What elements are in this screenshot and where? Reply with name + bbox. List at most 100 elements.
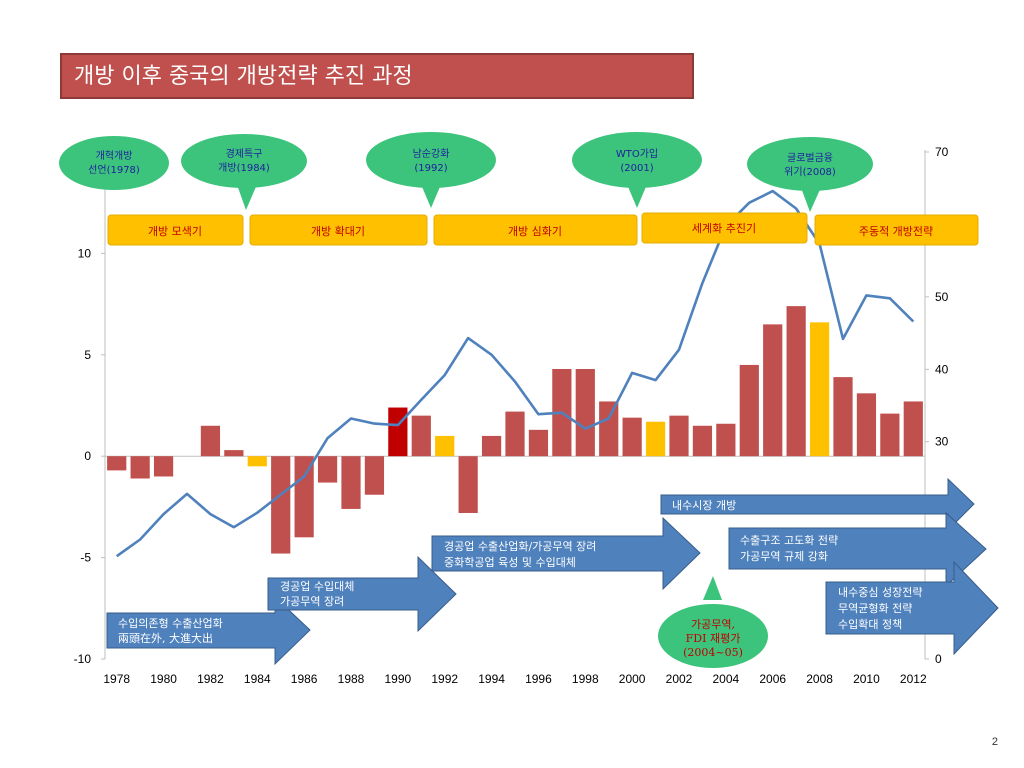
x-tick-label: 2000 <box>619 672 646 686</box>
tick-labels: -10-505101503040507019781980198219841986… <box>74 145 949 686</box>
x-tick-label: 2010 <box>853 672 880 686</box>
fdi-reassessment-bubble: 가공무역, FDI 재평가 (2004~05) <box>658 576 768 668</box>
policy-arrow-2: 경공업 수입대체 가공무역 장려 <box>267 555 457 633</box>
event-bubble-1978: 개혁개방 선언(1978) <box>59 136 169 190</box>
bar-1987 <box>317 456 338 483</box>
x-tick-label: 2012 <box>900 672 927 686</box>
x-tick-label: 1990 <box>385 672 412 686</box>
policy-arrow-6-line1: 내수중심 성장전략 <box>838 586 922 599</box>
event-bubble-1992: 남순강화 (1992) <box>366 132 496 208</box>
fdi-line1: 가공무역, <box>691 618 735 631</box>
x-tick-label: 1996 <box>525 672 552 686</box>
event-2001-line1: WTO가입 <box>616 147 658 160</box>
bar-2002 <box>669 415 689 457</box>
bar-2005 <box>739 364 759 457</box>
x-tick-label: 1992 <box>431 672 458 686</box>
bar-1980 <box>153 456 174 477</box>
period-3-label: 개방 심화기 <box>508 225 562 238</box>
x-tick-label: 1988 <box>338 672 365 686</box>
bar-1991 <box>411 415 431 457</box>
period-4-label: 세계화 추진기 <box>692 222 756 235</box>
policy-arrow-6-line2: 무역균형화 전략 <box>838 602 912 615</box>
bar-1990 <box>388 407 408 457</box>
policy-arrow-3: 경공업 수출산업화/가공무역 장려 중화학공업 육성 및 수입대체 <box>431 516 701 591</box>
line-series-path <box>115 189 915 558</box>
period-box-3: 개방 심화기 <box>433 214 638 246</box>
policy-arrow-1-line2: 兩頭在外, 大進大出 <box>118 631 213 645</box>
period-1-label: 개방 모색기 <box>148 225 202 238</box>
bar-1995 <box>505 411 525 457</box>
bar-2001 <box>645 421 666 457</box>
page-number: 2 <box>991 736 998 748</box>
event-1984-line1: 경제특구 <box>226 147 263 160</box>
fdi-line3: (2004~05) <box>683 646 743 659</box>
left-tick-label: -5 <box>80 551 91 565</box>
slide-title: 개방 이후 중국의 개방전략 추진 과정 <box>60 53 694 99</box>
left-tick-label: 10 <box>78 246 92 260</box>
bar-1986 <box>294 456 314 538</box>
x-tick-label: 2004 <box>713 672 740 686</box>
period-box-2: 개방 확대기 <box>249 214 428 246</box>
policy-arrow-5: 수출구조 고도화 전략 가공무역 규제 강화 <box>728 511 987 588</box>
bar-1988 <box>341 456 361 509</box>
bar-1978 <box>107 456 127 471</box>
bar-1994 <box>481 435 502 457</box>
x-tick-label: 1998 <box>572 672 599 686</box>
bar-1979 <box>130 456 150 479</box>
trade-balance-bars <box>107 306 923 554</box>
left-tick-label: 5 <box>84 348 91 362</box>
period-box-1: 개방 모색기 <box>107 214 244 246</box>
bar-1999 <box>599 401 619 457</box>
x-tick-label: 1994 <box>478 672 505 686</box>
policy-arrow-5-line2: 가공무역 규제 강화 <box>740 550 828 563</box>
bar-2007 <box>786 306 806 457</box>
trade-dependence-line <box>115 189 915 558</box>
policy-arrow-3-line1: 경공업 수출산업화/가공무역 장려 <box>444 540 596 553</box>
event-2001-line2: (2001) <box>620 163 653 174</box>
right-tick-label: 70 <box>935 145 949 159</box>
bar-2006 <box>763 324 783 457</box>
x-tick-label: 1984 <box>244 672 271 686</box>
x-tick-label: 2006 <box>759 672 786 686</box>
bar-1996 <box>528 429 549 457</box>
period-2-label: 개방 확대기 <box>311 225 365 238</box>
event-bubble-2008: 글로벌금융 위기(2008) <box>747 137 873 212</box>
bar-2003 <box>692 425 713 457</box>
x-tick-label: 2002 <box>666 672 693 686</box>
left-tick-label: -10 <box>74 652 92 666</box>
event-bubble-1984: 경제특구 개방(1984) <box>181 134 307 210</box>
bar-1992 <box>435 435 455 457</box>
right-tick-label: 50 <box>935 290 949 304</box>
bar-1982 <box>200 425 221 457</box>
bar-2004 <box>716 423 736 457</box>
right-tick-label: 0 <box>935 652 942 666</box>
left-tick-label: 0 <box>84 449 91 463</box>
period-box-5: 주동적 개방전략 <box>814 214 979 246</box>
event-1978-line2: 선언(1978) <box>88 164 140 176</box>
bar-2010 <box>856 393 877 457</box>
bar-2011 <box>880 413 900 457</box>
bar-1989 <box>364 456 385 495</box>
event-bubble-2001: WTO가입 (2001) <box>572 132 702 208</box>
bar-2000 <box>622 417 642 457</box>
x-tick-label: 2008 <box>806 672 833 686</box>
bar-1984 <box>247 456 267 467</box>
policy-arrow-1-line1: 수입의존형 수출산업화 <box>118 617 223 630</box>
bar-2009 <box>833 377 853 457</box>
event-2008-line1: 글로벌금융 <box>787 152 833 164</box>
event-1978-line1: 개혁개방 <box>96 150 133 162</box>
policy-arrow-6-line3: 수입확대 정책 <box>838 618 902 631</box>
event-1984-line2: 개방(1984) <box>218 162 270 174</box>
period-5-label: 주동적 개방전략 <box>859 225 933 238</box>
fdi-line2: FDI 재평가 <box>686 632 741 645</box>
policy-arrow-3-line2: 중화학공업 육성 및 수입대체 <box>444 556 576 569</box>
x-tick-label: 1980 <box>150 672 177 686</box>
right-tick-label: 30 <box>935 435 949 449</box>
event-1992-line1: 남순강화 <box>413 148 450 160</box>
bar-1998 <box>575 368 595 457</box>
bar-1985 <box>271 456 291 554</box>
right-tick-label: 40 <box>935 362 949 376</box>
policy-arrow-1: 수입의존형 수출산업화 兩頭在外, 大進大出 <box>106 595 311 666</box>
policy-arrow-4: 내수시장 개방 <box>660 477 975 532</box>
bar-1983 <box>224 450 244 457</box>
